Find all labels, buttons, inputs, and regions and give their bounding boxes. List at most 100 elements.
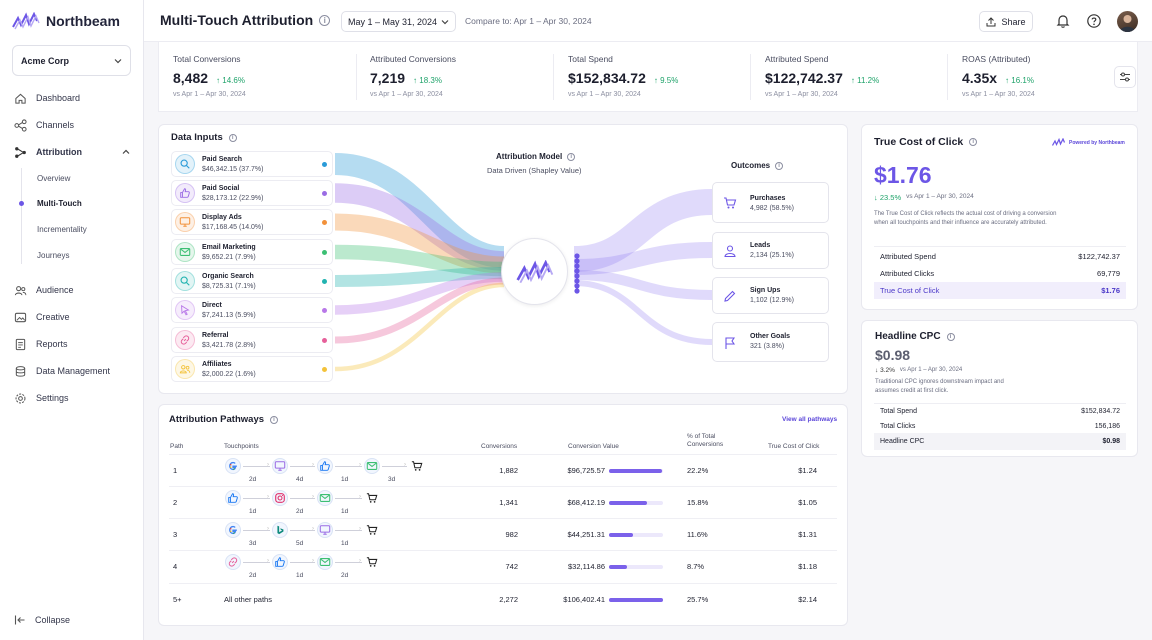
touchpoint-cart[interactable] — [364, 522, 380, 538]
divider — [874, 246, 1126, 247]
cart-icon — [411, 461, 423, 471]
subnav-incrementality[interactable]: Incrementality — [37, 225, 87, 234]
touchpoint-monitor[interactable] — [317, 522, 333, 538]
source-name: Referral — [202, 332, 229, 339]
tcc-delta: ↓ 23.5% vs Apr 1 – Apr 30, 2024 — [874, 193, 974, 202]
touchpoint-monitor[interactable] — [272, 458, 288, 474]
share-button[interactable]: Share — [979, 11, 1033, 32]
nav-label: Data Management — [36, 366, 111, 376]
table-row[interactable]: 3 982 $44,251.31 11.6% $1.31 › 3d › 5d › 1d — [159, 520, 849, 550]
value-bar-fill — [609, 565, 627, 569]
kpi-label: Total Spend — [568, 54, 613, 64]
path-label: All other paths — [224, 595, 272, 604]
nav-creative[interactable]: Creative — [14, 308, 70, 326]
touchpoint-google[interactable] — [225, 458, 241, 474]
chevron-down-icon — [114, 58, 122, 63]
touchpoint-cart[interactable] — [364, 554, 380, 570]
row-divider — [169, 454, 837, 455]
bell-icon[interactable] — [1055, 13, 1071, 29]
cpc-title-text: Headline CPC — [875, 331, 941, 342]
touchpoint-google[interactable] — [225, 522, 241, 538]
source-color-dot — [322, 191, 327, 196]
table-row[interactable]: 4 742 $32,114.86 8.7% $1.18 › 2d › 1d › 2d — [159, 552, 849, 582]
outcome-other-goals[interactable]: Other Goals 321 (3.8%) — [712, 322, 829, 362]
outcome-sign-ups[interactable]: Sign Ups 1,102 (12.9%) — [712, 277, 829, 314]
touchpoint-connector — [243, 530, 270, 531]
help-icon[interactable] — [1086, 13, 1102, 29]
source-value: $46,342.15 (37.7%) — [202, 166, 264, 173]
info-icon[interactable]: i — [567, 152, 576, 161]
nav-settings[interactable]: Settings — [14, 389, 69, 407]
kpi-value-text: 7,219 — [370, 70, 406, 86]
source-email-marketing[interactable]: Email Marketing $9,652.21 (7.9%) — [171, 239, 333, 265]
value-bar — [609, 469, 663, 473]
subnav-multi-touch[interactable]: Multi-Touch — [37, 199, 82, 208]
table-row[interactable]: 2 1,341 $68,412.19 15.8% $1.05 › 1d › 2d › 1d — [159, 488, 849, 518]
org-selector[interactable]: Acme Corp — [12, 45, 131, 76]
outcome-purchases[interactable]: Purchases 4,982 (58.5%) — [712, 182, 829, 223]
cpc-row-value: $152,834.72 — [1081, 408, 1120, 415]
source-referral[interactable]: Referral $3,421.78 (2.8%) — [171, 327, 333, 353]
source-paid-search[interactable]: Paid Search $46,342.15 (37.7%) — [171, 151, 333, 177]
source-affiliates[interactable]: Affiliates $2,000.22 (1.6%) — [171, 356, 333, 382]
info-icon[interactable]: i — [775, 161, 784, 170]
touchpoint-gap-days: 1d — [341, 476, 349, 483]
logo[interactable]: Northbeam — [12, 10, 120, 32]
touchpoint-cart[interactable] — [364, 490, 380, 506]
touchpoint-cart[interactable] — [409, 458, 425, 474]
nav-channels[interactable]: Channels — [14, 116, 74, 134]
table-row[interactable]: 5+ All other paths 2,272 $106,402.41 25.7% $2… — [159, 585, 849, 615]
date-range-picker[interactable]: May 1 – May 31, 2024 — [341, 11, 456, 32]
nav-audience[interactable]: Audience — [14, 281, 74, 299]
source-name: Affiliates — [202, 361, 232, 368]
subnav-overview[interactable]: Overview — [37, 174, 71, 183]
source-direct[interactable]: Direct $7,241.13 (5.9%) — [171, 297, 333, 323]
page-title: Multi-Touch Attribution i — [160, 12, 331, 28]
touchpoint-instagram[interactable] — [272, 490, 288, 506]
nav-reports[interactable]: Reports — [14, 335, 68, 353]
touchpoint-link[interactable] — [225, 554, 241, 570]
kpi-delta: ↑ 11.2% — [850, 76, 880, 85]
compare-range[interactable]: Compare to: Apr 1 – Apr 30, 2024 — [465, 16, 592, 26]
touchpoint-mail[interactable] — [317, 554, 333, 570]
subnav-journeys[interactable]: Journeys — [37, 251, 70, 260]
info-icon[interactable]: i — [319, 14, 331, 26]
kpi-settings-button[interactable] — [1114, 66, 1136, 88]
touchpoint-thumbs-up[interactable] — [225, 490, 241, 506]
source-display-ads[interactable]: Display Ads $17,168.45 (14.0%) — [171, 209, 333, 235]
source-organic-search[interactable]: Organic Search $8,725.31 (7.1%) — [171, 268, 333, 294]
touchpoint-connector — [335, 498, 362, 499]
flow-diagram — [334, 153, 713, 372]
kpi-sub: vs Apr 1 – Apr 30, 2024 — [568, 91, 641, 98]
nav-data-management[interactable]: Data Management — [14, 362, 110, 380]
touchpoint-thumbs-up[interactable] — [317, 458, 333, 474]
touchpoint-mail[interactable] — [317, 490, 333, 506]
view-all-pathways-link[interactable]: View all pathways — [782, 416, 838, 423]
source-color-dot — [322, 220, 327, 225]
source-paid-social[interactable]: Paid Social $28,173.12 (22.9%) — [171, 180, 333, 206]
divider — [874, 403, 1126, 404]
tcc-row-value: 69,779 — [1097, 269, 1120, 278]
tcc-delta-text: 23.5% — [879, 193, 902, 202]
info-icon[interactable]: i — [228, 133, 237, 142]
true-cost-value: $1.18 — [798, 562, 817, 571]
nav-label: Creative — [36, 312, 70, 322]
kpi-attributed-spend: Attributed Spend $122,742.37 ↑ 11.2% vs A… — [765, 54, 945, 98]
info-icon[interactable]: i — [270, 415, 279, 424]
kpi-roas: ROAS (Attributed) 4.35x ↑ 16.1% vs Apr 1 … — [962, 54, 1107, 98]
collapse-button[interactable]: Collapse — [14, 614, 70, 626]
flow-ribbon-out — [573, 270, 713, 300]
pathways-title: Attribution Pathways i — [169, 414, 279, 425]
avatar[interactable] — [1117, 11, 1138, 32]
info-icon[interactable]: i — [946, 332, 955, 341]
touchpoint-thumbs-up[interactable] — [272, 554, 288, 570]
table-row[interactable]: 1 1,882 $96,725.57 22.2% $1.24 › 2d › 4d › 1d › 3d — [159, 456, 849, 486]
outcome-leads[interactable]: Leads 2,134 (25.1%) — [712, 232, 829, 269]
info-icon[interactable]: i — [969, 138, 978, 146]
touchpoint-bing[interactable] — [272, 522, 288, 538]
nav-attribution[interactable]: Attribution — [14, 143, 130, 161]
value-bar-fill — [609, 501, 647, 505]
nav-dashboard[interactable]: Dashboard — [14, 89, 80, 107]
touchpoint-mail[interactable] — [364, 458, 380, 474]
touchpoint-connector — [335, 530, 362, 531]
